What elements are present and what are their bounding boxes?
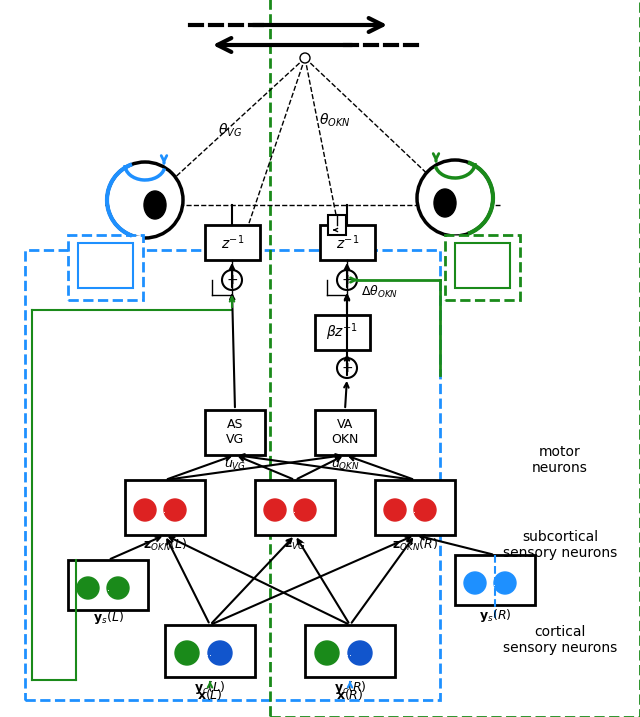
Text: $\mathbf{z}_{VG}$: $\mathbf{z}_{VG}$ (284, 538, 306, 551)
Text: subcortical
sensory neurons: subcortical sensory neurons (503, 530, 617, 560)
Text: $\mathbf{y}_c(L)$: $\mathbf{y}_c(L)$ (195, 678, 225, 695)
FancyBboxPatch shape (305, 625, 395, 677)
Ellipse shape (164, 499, 186, 521)
Text: $z^{-1}$: $z^{-1}$ (221, 233, 244, 252)
FancyBboxPatch shape (445, 235, 520, 300)
Ellipse shape (264, 499, 286, 521)
Ellipse shape (175, 641, 199, 665)
Text: $\mathbf{x}(R)$: $\mathbf{x}(R)$ (336, 688, 364, 703)
Text: cortical
sensory neurons: cortical sensory neurons (503, 625, 617, 655)
Text: motor
neurons: motor neurons (532, 445, 588, 475)
FancyBboxPatch shape (328, 215, 346, 235)
Ellipse shape (494, 572, 516, 594)
FancyBboxPatch shape (125, 480, 205, 535)
Text: $\mathbf{x}(L)$: $\mathbf{x}(L)$ (197, 688, 223, 703)
Text: ...: ... (202, 648, 211, 658)
FancyBboxPatch shape (78, 243, 133, 288)
Text: $\mathbf{y}_s(L)$: $\mathbf{y}_s(L)$ (93, 609, 124, 627)
FancyBboxPatch shape (165, 625, 255, 677)
Ellipse shape (77, 577, 99, 599)
Text: ...: ... (488, 578, 497, 588)
Circle shape (107, 162, 183, 238)
Text: +: + (341, 361, 353, 375)
Ellipse shape (384, 499, 406, 521)
Text: $\theta_{VG}$: $\theta_{VG}$ (218, 121, 242, 138)
FancyBboxPatch shape (68, 235, 143, 300)
Ellipse shape (144, 191, 166, 219)
Circle shape (417, 160, 493, 236)
Text: $u_{VG}$: $u_{VG}$ (224, 458, 246, 472)
FancyBboxPatch shape (375, 480, 455, 535)
Text: VA
OKN: VA OKN (332, 418, 358, 446)
FancyBboxPatch shape (255, 480, 335, 535)
Text: $z^{-1}$: $z^{-1}$ (336, 233, 359, 252)
FancyBboxPatch shape (320, 225, 375, 260)
Circle shape (337, 358, 357, 378)
Ellipse shape (348, 641, 372, 665)
Circle shape (222, 270, 242, 290)
Text: ...: ... (408, 505, 417, 515)
Text: $u_{OKN}$: $u_{OKN}$ (331, 458, 360, 472)
Text: +: + (341, 273, 353, 287)
Text: $\theta_{OKN}$: $\theta_{OKN}$ (319, 111, 351, 128)
Ellipse shape (294, 499, 316, 521)
Text: ...: ... (157, 505, 166, 515)
Ellipse shape (414, 499, 436, 521)
Ellipse shape (107, 577, 129, 599)
Ellipse shape (315, 641, 339, 665)
Text: ...: ... (342, 648, 351, 658)
Text: $\beta z^{-1}$: $\beta z^{-1}$ (326, 322, 358, 343)
Circle shape (337, 270, 357, 290)
Ellipse shape (134, 499, 156, 521)
Text: $\mathbf{y}_s(R)$: $\mathbf{y}_s(R)$ (479, 607, 511, 624)
FancyBboxPatch shape (205, 410, 265, 455)
Text: AS
VG: AS VG (226, 418, 244, 446)
Text: $\mathbf{z}_{OKN}(R)$: $\mathbf{z}_{OKN}(R)$ (392, 537, 438, 553)
FancyBboxPatch shape (455, 555, 535, 605)
Text: $\mathbf{z}_{OKN}(L)$: $\mathbf{z}_{OKN}(L)$ (143, 537, 188, 553)
Text: ...: ... (100, 583, 109, 593)
Text: +: + (226, 273, 238, 287)
Text: $\Delta\theta_{OKN}$: $\Delta\theta_{OKN}$ (361, 284, 398, 300)
Ellipse shape (208, 641, 232, 665)
Text: $\mathbf{y}_c(R)$: $\mathbf{y}_c(R)$ (333, 678, 367, 695)
FancyBboxPatch shape (205, 225, 260, 260)
FancyBboxPatch shape (455, 243, 510, 288)
Ellipse shape (434, 189, 456, 217)
FancyBboxPatch shape (68, 560, 148, 610)
Text: ...: ... (287, 505, 296, 515)
Circle shape (300, 53, 310, 63)
FancyBboxPatch shape (315, 315, 370, 350)
Ellipse shape (464, 572, 486, 594)
FancyBboxPatch shape (315, 410, 375, 455)
